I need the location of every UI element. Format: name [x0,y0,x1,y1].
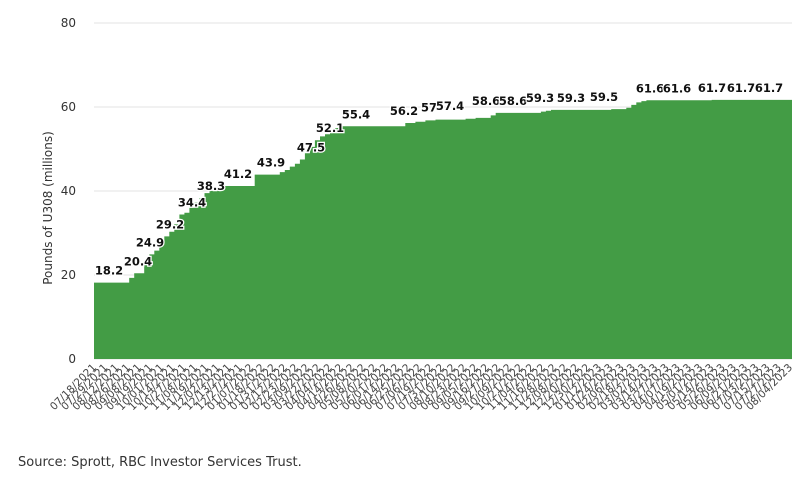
data-label: 56.2 [390,104,418,118]
data-label: 43.9 [257,156,285,170]
data-label: 52.1 [316,121,344,135]
y-tick-label: 40 [61,184,76,198]
data-label: 57.4 [436,99,464,113]
data-label: 58.6 [499,94,527,108]
data-label: 59.5 [590,90,618,104]
y-tick-label: 60 [61,100,76,114]
data-label: 24.9 [136,235,164,249]
data-label: 59.3 [557,91,585,105]
data-label: 61.7 [727,81,755,95]
data-label: 61.7 [755,81,783,95]
data-label: 61.6 [663,81,691,95]
data-label: 61.6 [636,81,664,95]
series-area [94,99,792,360]
data-label: 55.4 [342,107,370,121]
y-axis-label: Pounds of U308 (millions) [41,131,55,285]
y-axis-ticks: 0 20 40 60 80 [61,16,76,366]
data-label: 41.2 [224,167,252,181]
data-label: 20.4 [124,254,152,268]
y-tick-label: 20 [61,268,76,282]
y-tick-label: 80 [61,16,76,30]
data-label: 47.5 [297,141,325,155]
data-label: 61.7 [698,81,726,95]
data-label: 38.3 [197,179,225,193]
data-label: 57 [421,101,437,115]
data-label: 34.4 [178,196,206,210]
data-labels: 18.220.4 24.9 29.2 34.4 38.341.2 43.9 47.5 52.1… [94,80,785,279]
x-axis-ticks: 07/18/202107/29/202108/12/202108/26/2021… [48,362,795,413]
data-label: 29.2 [156,217,184,231]
source-note: Source: Sprott, RBC Investor Services Tr… [18,455,302,470]
data-label: 59.3 [526,91,554,105]
data-label: 58.6 [472,94,500,108]
y-tick-label: 0 [68,352,76,366]
data-label: 18.2 [95,264,123,278]
